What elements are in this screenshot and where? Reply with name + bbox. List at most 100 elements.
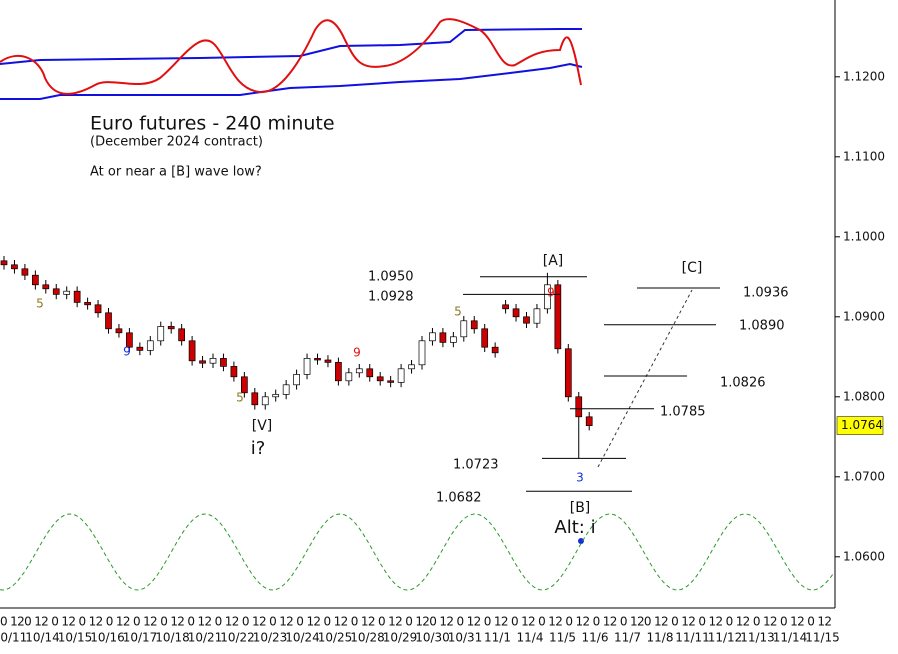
candle-body <box>178 328 185 342</box>
level-label: 1.0785 <box>660 405 706 420</box>
candle-body <box>21 268 29 276</box>
level-label: 1.0890 <box>739 319 785 334</box>
candle-body <box>84 302 91 306</box>
wave-label: 5 <box>236 391 244 405</box>
candle-body <box>366 368 374 378</box>
x-tick-label: 11/12 <box>708 631 743 645</box>
x-tick-label: 11/4 <box>517 631 544 645</box>
x-tick-label: 11/6 <box>582 631 609 645</box>
wave-label: i? <box>251 438 266 459</box>
wave-label: 9 <box>547 286 555 300</box>
candle-body <box>63 290 71 295</box>
oscillator-line <box>0 18 582 95</box>
level-label: 1.0928 <box>368 290 414 305</box>
last-price-label: 1.0764 <box>841 418 883 432</box>
oscillator-band-upper <box>0 28 582 65</box>
wave-label: 5 <box>36 297 44 311</box>
candle-body <box>512 308 520 318</box>
chart-title: Euro futures - 240 minute <box>90 113 335 135</box>
candle-body <box>303 358 311 375</box>
candle-body <box>345 372 353 382</box>
x-tick-label: 10/11 <box>0 631 27 645</box>
x-tick-label: 10/15 <box>58 631 93 645</box>
cycle-line <box>0 513 835 591</box>
x-tick-label: 10/18 <box>155 631 190 645</box>
candle-body <box>470 320 478 330</box>
candle-body <box>523 316 530 324</box>
candle-body <box>314 358 321 361</box>
candle-body <box>0 260 8 266</box>
chart-subtitle: (December 2024 contract) <box>90 135 263 150</box>
marker-dot <box>578 538 584 544</box>
oscillator-band-lower <box>0 62 583 100</box>
candle-body <box>502 304 509 310</box>
candle-body <box>241 376 248 394</box>
candle-body <box>261 396 269 406</box>
wave-label: [C] <box>682 260 703 276</box>
x-tick-label: 10/22 <box>220 631 255 645</box>
candle-body <box>209 358 217 364</box>
candle-body <box>324 359 332 363</box>
x-tick-label: 10/24 <box>285 631 320 645</box>
candle-body <box>335 362 342 382</box>
x-tick-label: 11/13 <box>740 631 775 645</box>
candle-body <box>450 336 457 343</box>
candle-body <box>11 264 18 270</box>
level-label: 1.0936 <box>743 286 789 301</box>
wave-label: 5 <box>454 305 462 319</box>
y-tick-label: 1.1000 <box>843 229 885 243</box>
candle-body <box>199 360 206 364</box>
wave-label: [A] <box>543 253 564 269</box>
candle-body <box>105 312 112 330</box>
x-tick-label: 10/23 <box>253 631 288 645</box>
candle-body <box>408 364 415 370</box>
candle-body <box>376 376 384 382</box>
candle-body <box>126 332 133 348</box>
x-tick-label: 10/16 <box>90 631 125 645</box>
candle-body <box>115 328 123 334</box>
candle-body <box>157 326 165 342</box>
candle-body <box>282 384 290 395</box>
hour-labels: 0 120 12 0 12 0 12 0 12 0 12 0 12 0 12 0… <box>0 615 832 629</box>
candle-body <box>220 358 227 367</box>
candle-body <box>136 346 144 351</box>
x-tick-label: 10/28 <box>350 631 385 645</box>
x-tick-label: 10/30 <box>415 631 450 645</box>
x-tick-label: 11/7 <box>614 631 641 645</box>
level-label: 1.0723 <box>453 458 499 473</box>
level-label: 1.0950 <box>368 270 414 285</box>
candle-body <box>167 326 175 330</box>
y-tick-label: 1.0700 <box>843 469 885 483</box>
y-tick-label: 1.0900 <box>843 309 885 323</box>
candle-body <box>429 332 436 342</box>
candle-body <box>491 346 499 354</box>
y-tick-label: 1.0600 <box>843 549 885 563</box>
chart-note: At or near a [B] wave low? <box>90 165 262 180</box>
last-price-box <box>836 416 884 435</box>
x-tick-label: 11/11 <box>675 631 710 645</box>
x-tick-label: 10/29 <box>383 631 418 645</box>
candle-body <box>544 284 551 310</box>
candle-body <box>554 284 562 350</box>
candle-body <box>52 288 60 295</box>
x-tick-label: 11/5 <box>549 631 576 645</box>
candle-body <box>94 304 102 314</box>
wave-label: Alt: i <box>554 517 595 538</box>
y-tick-label: 1.1100 <box>843 149 885 163</box>
candle-body <box>387 380 394 383</box>
candle-body <box>251 392 259 406</box>
x-tick-label: 10/31 <box>448 631 483 645</box>
candle-body <box>42 284 50 290</box>
candle-body <box>460 320 468 338</box>
x-tick-label: 11/15 <box>805 631 840 645</box>
candle-body <box>230 366 238 378</box>
candle-body <box>397 368 405 383</box>
wave-label: 9 <box>353 346 361 360</box>
wave-label: [V] <box>252 418 273 434</box>
wave-label: 9 <box>123 345 131 359</box>
y-tick-label: 1.0800 <box>843 389 885 403</box>
x-tick-label: 11/14 <box>773 631 808 645</box>
wave-label: 3 <box>576 471 584 485</box>
